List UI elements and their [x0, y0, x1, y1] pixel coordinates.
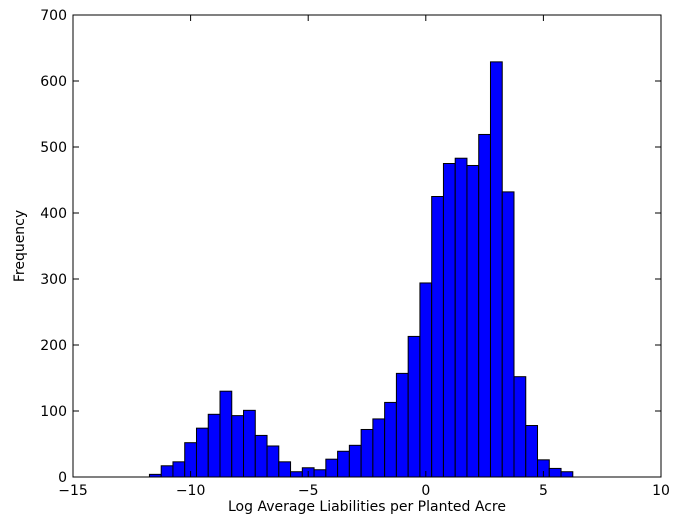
x-axis-label: Log Average Liabilities per Planted Acre: [228, 499, 506, 515]
histogram-bar: [348, 444, 362, 478]
histogram-bar: [372, 418, 386, 478]
y-tick-label: 500: [40, 140, 67, 156]
histogram-bar: [466, 164, 480, 478]
x-tick-label: −10: [176, 483, 206, 499]
histogram-bar: [431, 196, 444, 478]
x-tick-label: −5: [298, 483, 319, 499]
x-tick-label: 0: [421, 483, 430, 499]
histogram-bar: [407, 335, 421, 478]
histogram-bar: [278, 461, 292, 478]
histogram-bar: [525, 425, 539, 478]
y-tick-label: 400: [40, 206, 67, 222]
histogram-bar: [313, 469, 327, 478]
histogram-bar: [548, 467, 562, 478]
y-tick-label: 0: [58, 470, 67, 486]
histogram-bar: [243, 409, 256, 478]
histogram-bar: [360, 428, 374, 478]
y-tick-label: 600: [40, 74, 67, 90]
y-tick-label: 100: [40, 404, 67, 420]
histogram-bar: [325, 458, 339, 478]
histogram-bar: [513, 376, 527, 478]
histogram-bar: [231, 415, 245, 478]
histogram-bar: [454, 157, 468, 478]
x-tick-label: 5: [539, 483, 548, 499]
histogram-bars: [148, 61, 574, 478]
histogram-bar: [442, 163, 456, 478]
histogram-bar: [395, 372, 409, 478]
plot-frame: [72, 14, 662, 478]
histogram-bar: [266, 445, 280, 478]
histogram-bar: [337, 450, 350, 478]
histogram-bar: [501, 191, 515, 478]
histogram-bar: [384, 401, 397, 478]
histogram-bar: [219, 390, 233, 478]
y-tick-label: 700: [40, 8, 67, 24]
histogram-bar: [419, 282, 433, 478]
histogram-bar: [195, 427, 209, 478]
histogram-bar: [254, 434, 268, 478]
histogram-bar: [560, 471, 574, 478]
x-tick-label: −15: [58, 483, 88, 499]
histogram-bar: [160, 465, 174, 478]
y-tick-label: 300: [40, 272, 67, 288]
y-axis-label: Frequency: [12, 210, 28, 282]
y-tick-label: 200: [40, 338, 67, 354]
histogram-bar: [290, 471, 303, 478]
histogram-bar: [172, 461, 186, 478]
histogram-bar: [207, 413, 221, 478]
histogram-bar: [478, 133, 491, 478]
axis-ticks: [72, 14, 662, 478]
x-tick-label: 10: [652, 483, 670, 499]
histogram-bar: [489, 61, 503, 478]
